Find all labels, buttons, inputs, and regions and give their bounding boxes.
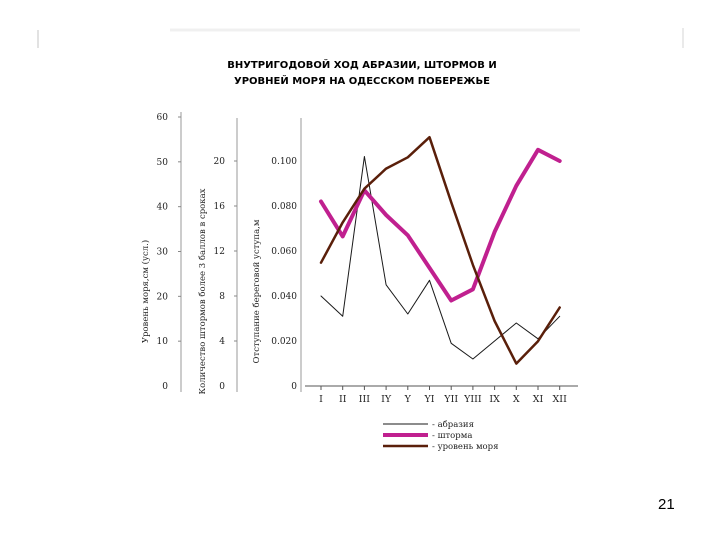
y-tick-label-sea_level: 40 bbox=[157, 203, 169, 213]
series-line-sea_level bbox=[319, 135, 561, 365]
x-tick-label: X bbox=[513, 394, 520, 405]
x-tick-label: YI bbox=[423, 394, 434, 405]
series-line-abrasion bbox=[320, 156, 561, 360]
chart: ВНУТРИГОДОВОЙ ХОД АБРАЗИИ, ШТОРМОВ И УРО… bbox=[140, 58, 578, 452]
y-tick-label-sea_level: 50 bbox=[157, 158, 169, 168]
slide-number: 21 bbox=[658, 496, 675, 513]
chart-title-line-2: УРОВНЕЙ МОРЯ НА ОДЕССКОМ ПОБЕРЕЖЬЕ bbox=[234, 74, 490, 87]
y-axis-label-sea_level: Уровень моря,см (усл.) bbox=[140, 240, 151, 343]
y-tick-label-storms: 4 bbox=[219, 337, 225, 347]
legend-label-sea_level: - уровень моря bbox=[432, 442, 498, 452]
y-axis-abrasion: 0 0.020 0.040 0.060 0.080 0.100 Отступание бер… bbox=[251, 118, 302, 392]
x-tick-label: YII bbox=[443, 394, 458, 405]
y-axis-sea_level: 0 10 20 30 40 50 60 Уровень моря,см (усл.) bbox=[140, 112, 182, 392]
y-tick-label-storms: 16 bbox=[214, 202, 226, 212]
x-tick-label: IY bbox=[381, 394, 392, 405]
y-tick-label-storms: 8 bbox=[219, 292, 225, 302]
x-tick-label: I bbox=[319, 394, 323, 405]
x-tick-label: XII bbox=[553, 394, 568, 405]
y-tick-label-sea_level: 20 bbox=[157, 292, 169, 302]
x-tick-label: II bbox=[339, 394, 347, 405]
y-tick-label-abrasion: 0 bbox=[291, 382, 297, 392]
y-tick-label-abrasion: 0.080 bbox=[271, 202, 297, 212]
y-axis-label-abrasion: Отступание береговой уступа,м bbox=[251, 219, 262, 363]
y-tick-label-abrasion: 0.040 bbox=[271, 292, 297, 302]
y-tick-label-sea_level: 30 bbox=[157, 248, 169, 258]
x-tick-label: XI bbox=[533, 394, 544, 405]
y-axis-storms: 0 4 8 12 16 20 Количество штормов более 3 балл… bbox=[197, 118, 238, 394]
x-tick-label: IX bbox=[489, 394, 500, 405]
y-tick-label-storms: 0 bbox=[219, 382, 225, 392]
x-tick-label: YIII bbox=[463, 394, 482, 405]
y-tick-label-abrasion: 0.020 bbox=[271, 337, 297, 347]
legend-label-storms: - шторма bbox=[432, 431, 472, 441]
series bbox=[319, 135, 562, 365]
y-tick-label-abrasion: 0.100 bbox=[271, 157, 297, 167]
x-tick-label: Y bbox=[404, 394, 412, 405]
legend-label-abrasion: - абразия bbox=[432, 419, 474, 430]
x-tick-label: III bbox=[359, 394, 371, 405]
y-axis-label-storms: Количество штормов более 3 баллов в срок… bbox=[197, 188, 208, 394]
x-axis: I II III IY Y YI YII YIII IX X XI XII bbox=[305, 385, 578, 405]
legend: - абразия- шторма- уровень моря bbox=[383, 419, 498, 452]
y-tick-label-abrasion: 0.060 bbox=[271, 247, 297, 257]
series-line-storms bbox=[319, 147, 562, 303]
axes: 0 10 20 30 40 50 60 Уровень моря,см (усл.) 0 4 8 12… bbox=[140, 112, 302, 394]
y-tick-label-sea_level: 60 bbox=[157, 113, 169, 123]
y-tick-label-storms: 12 bbox=[214, 247, 225, 257]
y-tick-label-sea_level: 10 bbox=[157, 337, 169, 347]
chart-title-line-1: ВНУТРИГОДОВОЙ ХОД АБРАЗИИ, ШТОРМОВ И bbox=[227, 58, 497, 71]
y-tick-label-storms: 20 bbox=[214, 157, 226, 167]
y-tick-label-sea_level: 0 bbox=[162, 382, 168, 392]
